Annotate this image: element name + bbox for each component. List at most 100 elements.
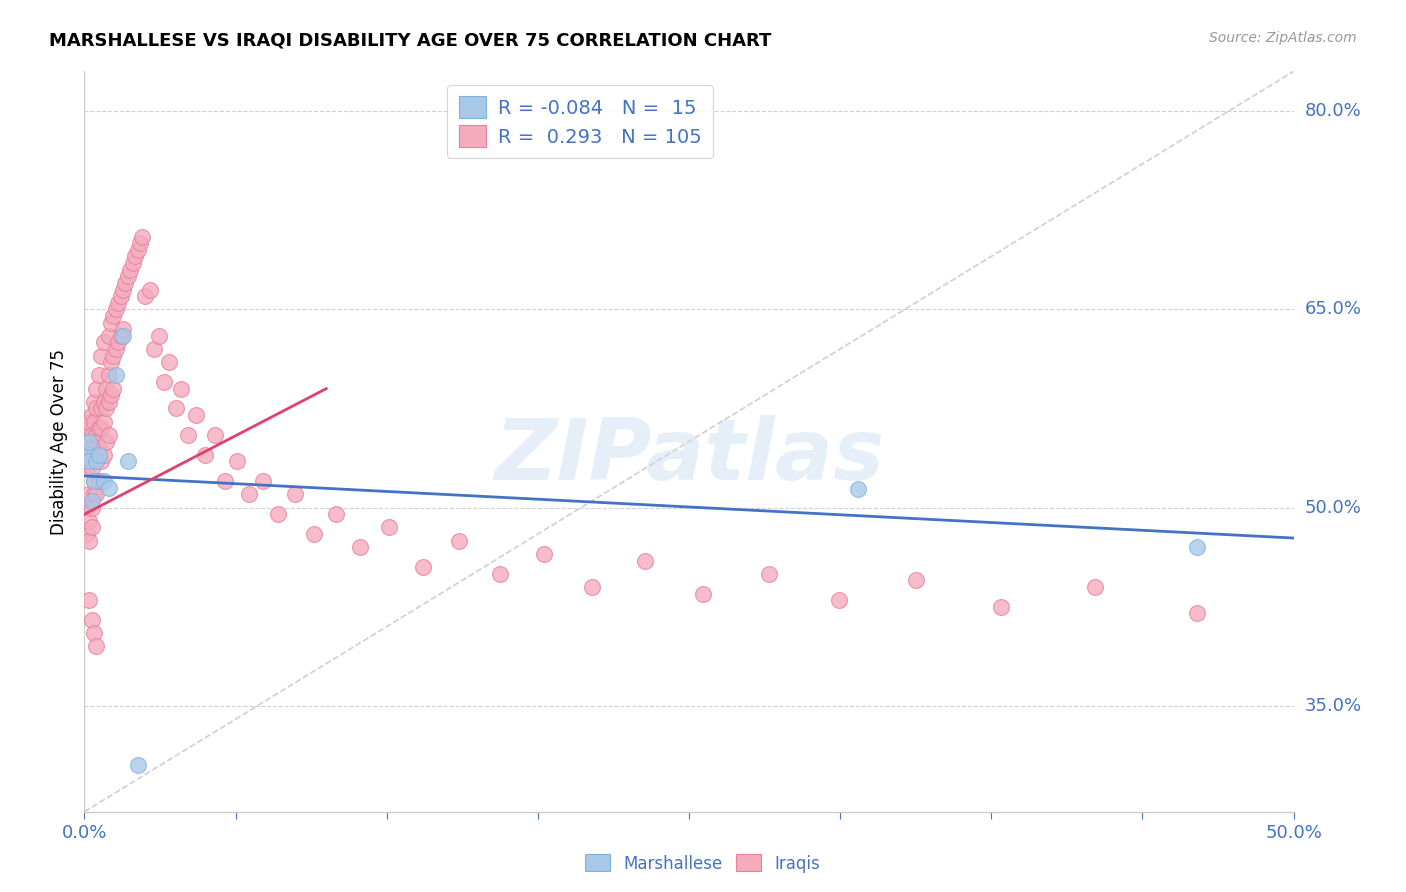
- Point: [77, 514, 100, 528]
- Point: [80, 408, 103, 422]
- Point: [83, 415, 105, 429]
- Point: [194, 448, 217, 462]
- Point: [76, 448, 98, 462]
- Point: [1084, 580, 1107, 594]
- Point: [110, 328, 132, 343]
- Point: [77, 441, 100, 455]
- Text: 65.0%: 65.0%: [1305, 301, 1361, 318]
- Point: [86, 640, 108, 654]
- Point: [634, 553, 657, 567]
- Point: [97, 395, 120, 409]
- Point: [165, 401, 187, 416]
- Point: [80, 613, 103, 627]
- Point: [83, 487, 105, 501]
- Point: [100, 355, 122, 369]
- Point: [134, 289, 156, 303]
- Point: [77, 487, 100, 501]
- Point: [131, 229, 153, 244]
- Point: [83, 395, 105, 409]
- Point: [489, 566, 512, 581]
- Point: [302, 527, 325, 541]
- Point: [117, 454, 139, 468]
- Point: [267, 508, 290, 522]
- Point: [103, 309, 125, 323]
- Text: 50.0%: 50.0%: [1305, 499, 1361, 516]
- Point: [77, 533, 100, 548]
- Point: [94, 382, 117, 396]
- Point: [93, 415, 115, 429]
- Point: [117, 269, 139, 284]
- Point: [87, 448, 110, 462]
- Point: [80, 441, 103, 455]
- Point: [214, 474, 236, 488]
- Point: [93, 335, 115, 350]
- Point: [758, 566, 780, 581]
- Point: [129, 236, 152, 251]
- Point: [77, 434, 100, 449]
- Point: [97, 481, 120, 495]
- Point: [449, 533, 471, 548]
- Point: [76, 527, 98, 541]
- Point: [378, 520, 401, 534]
- Point: [204, 428, 226, 442]
- Point: [238, 487, 260, 501]
- Point: [93, 474, 115, 488]
- Point: [581, 580, 603, 594]
- Point: [112, 322, 135, 336]
- Point: [1185, 607, 1208, 621]
- Point: [692, 586, 714, 600]
- Point: [90, 454, 112, 468]
- Point: [107, 295, 129, 310]
- Point: [846, 482, 869, 496]
- Point: [127, 758, 149, 772]
- Text: 35.0%: 35.0%: [1305, 697, 1362, 715]
- Point: [533, 547, 555, 561]
- Point: [112, 328, 135, 343]
- Point: [284, 487, 307, 501]
- Point: [87, 421, 110, 435]
- Y-axis label: Disability Age Over 75: Disability Age Over 75: [51, 349, 69, 534]
- Point: [77, 454, 100, 468]
- Point: [93, 395, 115, 409]
- Point: [121, 256, 143, 270]
- Point: [184, 408, 207, 422]
- Point: [86, 487, 108, 501]
- Point: [120, 262, 142, 277]
- Point: [828, 593, 851, 607]
- Point: [138, 283, 160, 297]
- Text: 80.0%: 80.0%: [1305, 102, 1361, 120]
- Point: [77, 593, 100, 607]
- Point: [170, 382, 193, 396]
- Point: [86, 428, 108, 442]
- Point: [104, 302, 127, 317]
- Point: [1185, 541, 1208, 555]
- Point: [905, 574, 928, 588]
- Point: [153, 375, 176, 389]
- Point: [76, 500, 98, 515]
- Text: MARSHALLESE VS IRAQI DISABILITY AGE OVER 75 CORRELATION CHART: MARSHALLESE VS IRAQI DISABILITY AGE OVER…: [49, 31, 772, 49]
- Point: [97, 368, 120, 383]
- Point: [90, 401, 112, 416]
- Legend: Marshallese, Iraqis: Marshallese, Iraqis: [579, 847, 827, 880]
- Point: [94, 434, 117, 449]
- Point: [412, 560, 434, 574]
- Point: [114, 276, 136, 290]
- Point: [86, 382, 108, 396]
- Point: [77, 415, 100, 429]
- Point: [148, 328, 170, 343]
- Point: [83, 441, 105, 455]
- Point: [325, 508, 347, 522]
- Point: [143, 342, 166, 356]
- Text: ZIPatlas: ZIPatlas: [494, 415, 884, 498]
- Point: [177, 428, 200, 442]
- Point: [83, 474, 105, 488]
- Point: [90, 421, 112, 435]
- Point: [76, 461, 98, 475]
- Point: [157, 355, 180, 369]
- Point: [252, 474, 274, 488]
- Point: [77, 421, 100, 435]
- Text: Source: ZipAtlas.com: Source: ZipAtlas.com: [1209, 31, 1357, 45]
- Point: [103, 349, 125, 363]
- Point: [86, 454, 108, 468]
- Point: [349, 541, 371, 555]
